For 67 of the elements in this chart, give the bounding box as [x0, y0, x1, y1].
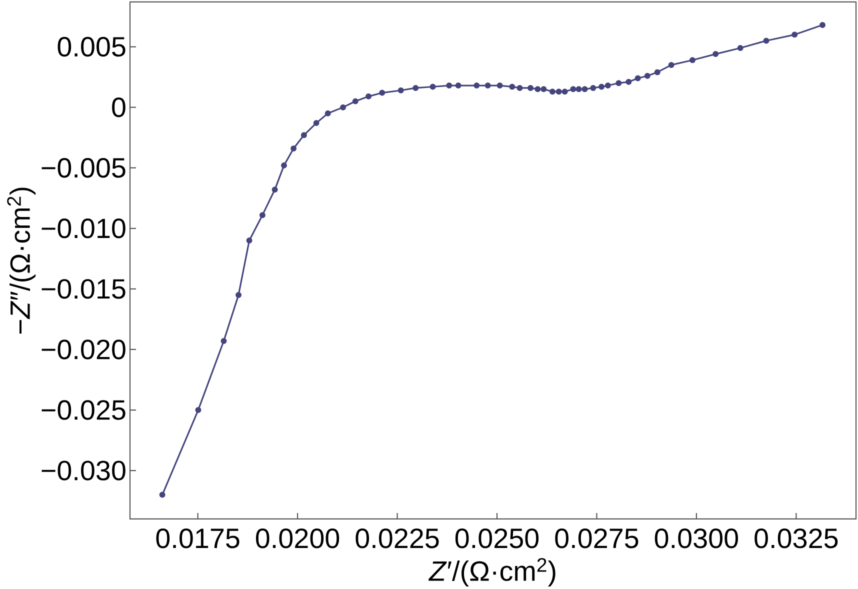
x-axis-title: Z′/(Ω·cm$^{2}$): [428, 558, 556, 587]
x-tick-label: 0.0300: [654, 528, 738, 548]
point: [737, 44, 744, 51]
point: [582, 86, 588, 92]
y-tick-label: −0.030: [42, 460, 126, 480]
point: [446, 82, 452, 89]
point: [556, 88, 562, 95]
point: [398, 87, 404, 94]
point: [259, 212, 266, 218]
point: [509, 84, 516, 90]
point: [246, 238, 252, 244]
point: [159, 492, 166, 498]
point: [352, 98, 358, 104]
point: [549, 88, 556, 95]
x-tick-label: 0.0200: [256, 528, 340, 548]
point: [220, 338, 227, 344]
point: [366, 93, 372, 100]
point: [280, 162, 287, 168]
point: [496, 82, 503, 89]
y-tick-label: −0.015: [42, 279, 126, 299]
point: [236, 292, 242, 298]
point: [570, 86, 576, 92]
x-tick-label: 0.0250: [455, 528, 539, 548]
point: [634, 75, 641, 82]
point: [689, 57, 696, 64]
point: [272, 186, 278, 193]
x-tick-label: 0.0325: [754, 528, 838, 548]
point: [290, 145, 297, 152]
point: [668, 62, 674, 68]
point: [528, 84, 534, 91]
point: [604, 82, 611, 89]
point: [626, 78, 632, 85]
point: [430, 84, 436, 90]
point: [412, 84, 419, 91]
x-tick-label: 0.0175: [156, 528, 240, 548]
x-tick-label: 0.0225: [356, 528, 439, 548]
point: [654, 69, 660, 76]
point: [195, 407, 202, 414]
point: [712, 51, 719, 58]
point: [474, 82, 480, 89]
point: [324, 110, 331, 116]
point: [379, 90, 386, 96]
point: [644, 72, 650, 79]
point: [340, 104, 346, 110]
point: [616, 80, 622, 86]
point: [576, 86, 582, 92]
y-tick-label: −0.020: [42, 340, 126, 360]
point: [792, 32, 798, 38]
y-tick-label: 0.005: [58, 36, 126, 57]
point: [455, 82, 462, 89]
point: [534, 86, 541, 92]
point: [590, 84, 596, 91]
point: [820, 22, 826, 28]
point: [484, 82, 491, 89]
point: [300, 132, 307, 138]
y-tick-label: 0: [112, 97, 126, 118]
y-tick-label: −0.005: [42, 158, 126, 178]
point: [763, 38, 770, 44]
point: [598, 84, 605, 90]
point: [313, 120, 320, 126]
point: [516, 84, 523, 91]
point: [540, 86, 547, 92]
point: [562, 88, 568, 95]
y-tick-label: −0.025: [42, 400, 126, 420]
x-tick-label: 0.0275: [555, 528, 638, 548]
y-tick-label: −0.010: [42, 218, 126, 238]
y-axis-title: −Z″/(Ω·cm$^{2}$): [7, 188, 36, 334]
